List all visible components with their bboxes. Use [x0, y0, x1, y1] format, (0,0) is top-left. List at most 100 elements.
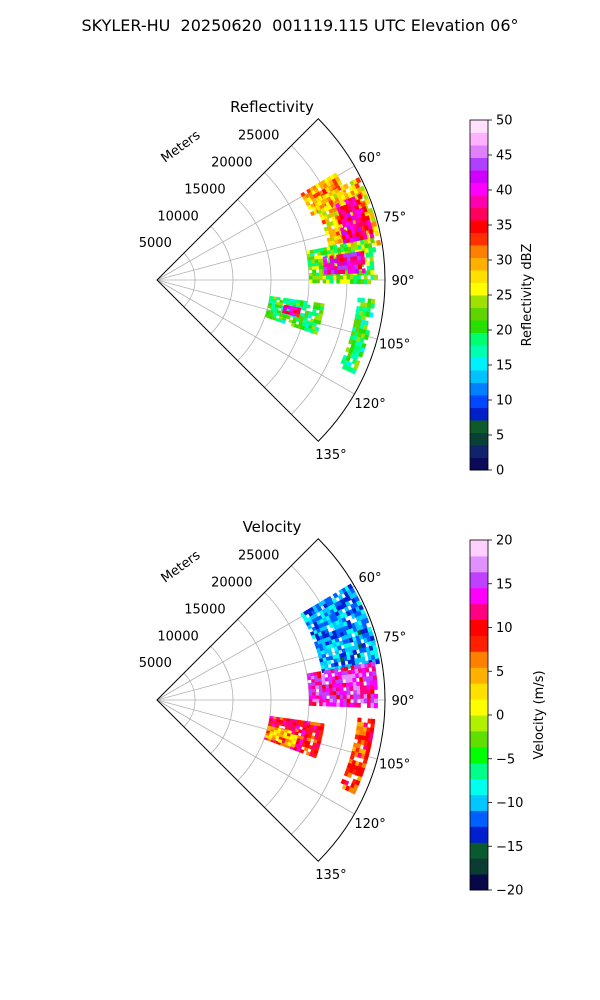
colorbar-tick-label: −10	[496, 796, 523, 811]
echo-cell	[360, 244, 366, 250]
velocity-azimuth-ticks: 60° 75° 90° 105° 120° 135°	[315, 571, 414, 883]
echo-cell	[266, 730, 271, 735]
echo-cell	[373, 679, 378, 686]
echo-cell	[299, 748, 305, 754]
echo-cell	[360, 297, 366, 304]
echo-cell	[307, 676, 312, 681]
colorbar-segment	[470, 635, 488, 652]
echo-cell	[375, 658, 381, 665]
echo-cell	[317, 736, 323, 742]
echo-cell	[289, 301, 294, 306]
echo-cell	[299, 303, 304, 308]
colorbar-tick-label: −5	[496, 752, 515, 767]
echo-cell	[359, 337, 365, 344]
colorbar-tick-label: 5	[496, 429, 504, 444]
echo-cell	[308, 279, 314, 284]
echo-cell	[348, 673, 353, 679]
echo-cell	[322, 279, 327, 284]
echo-cell	[337, 261, 342, 267]
echo-cell	[369, 256, 374, 262]
echo-cell	[302, 726, 307, 731]
echo-cell	[326, 659, 332, 665]
echo-cell	[347, 260, 352, 266]
echo-cell	[283, 304, 288, 309]
echo-cell	[323, 266, 328, 272]
colorbar-tick-label: 35	[496, 219, 513, 234]
echo-cell	[330, 662, 336, 668]
echo-cell	[369, 635, 375, 642]
echo-cell	[317, 674, 322, 679]
echo-cell	[360, 656, 366, 663]
echo-cell	[362, 324, 368, 331]
reflectivity-range-ticks: 5000 10000 15000 20000 25000	[139, 129, 280, 251]
echo-cell	[366, 302, 372, 309]
echo-cell	[339, 279, 344, 284]
echo-cell	[308, 263, 313, 268]
echo-cell	[334, 671, 339, 677]
echo-cell	[322, 256, 328, 261]
azimuth-tick-label: 90°	[391, 274, 414, 289]
echo-cell	[304, 310, 310, 315]
echo-cell	[339, 698, 344, 704]
echo-cell	[328, 676, 333, 682]
echo-cell	[309, 249, 315, 254]
echo-cell	[356, 275, 361, 280]
colorbar-segment	[470, 683, 488, 700]
echo-cell	[346, 619, 352, 626]
colorbar-segment	[470, 587, 488, 605]
echo-cell	[343, 257, 348, 263]
echo-cell	[353, 279, 358, 285]
echo-cell	[319, 306, 325, 312]
azimuth-tick-label: 105°	[379, 338, 410, 353]
echo-cell	[356, 690, 361, 695]
echo-cell	[320, 723, 325, 728]
echo-cell	[347, 669, 353, 675]
echo-cell	[371, 666, 377, 672]
echo-cell	[364, 247, 370, 254]
echo-cell	[303, 720, 308, 725]
echo-cell	[374, 230, 380, 237]
echo-cell	[327, 225, 333, 231]
echo-cell	[309, 721, 315, 726]
echo-cell	[308, 311, 313, 316]
echo-cell	[316, 739, 322, 745]
echo-cell	[312, 728, 317, 734]
echo-cell	[344, 600, 351, 608]
echo-cell	[278, 722, 284, 727]
echo-cell	[362, 206, 368, 213]
echo-cell	[376, 239, 382, 246]
reflectivity-colorbar: 0 5 10 15 20 25 30 35 40 45 50	[469, 114, 513, 479]
echo-cell	[343, 666, 349, 672]
echo-cell	[308, 695, 314, 700]
echo-cell	[330, 249, 336, 255]
echo-cell	[308, 272, 313, 277]
echo-cell	[329, 687, 334, 693]
colorbar-segment	[470, 778, 488, 796]
echo-cell	[360, 698, 365, 704]
colorbar-segment	[470, 270, 488, 283]
echo-cell	[314, 681, 320, 687]
echo-cell	[308, 731, 313, 736]
colorbar-segment	[470, 432, 488, 446]
colorbar-segment	[470, 715, 488, 732]
echo-cell	[318, 733, 323, 738]
colorbar-tick-label: 5	[496, 665, 504, 680]
echo-cell	[312, 698, 317, 703]
echo-cell	[358, 310, 364, 317]
echo-cell	[308, 685, 313, 690]
echo-cell	[315, 265, 320, 270]
echo-cell	[368, 630, 374, 638]
echo-cell	[307, 256, 312, 261]
echo-cell	[368, 251, 374, 258]
colorbar-segment	[470, 619, 488, 636]
echo-cell	[359, 767, 366, 774]
echo-cell	[373, 703, 378, 709]
echo-cell	[370, 216, 377, 223]
echo-cell	[359, 306, 365, 312]
echo-cell	[363, 194, 369, 201]
echo-cell	[359, 726, 365, 732]
echo-cell	[345, 595, 352, 602]
colorbar-segment	[470, 320, 488, 333]
echo-cell	[336, 180, 343, 187]
echo-cell	[351, 788, 357, 795]
